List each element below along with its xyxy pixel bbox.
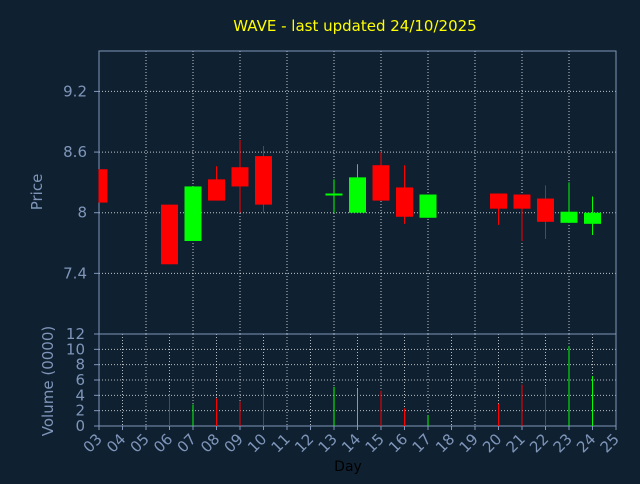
volume-tick-label: 2 [75, 402, 85, 420]
chart-title: WAVE - last updated 24/10/2025 [233, 17, 476, 35]
price-tick-label: 8 [77, 204, 87, 222]
candle-body [231, 167, 249, 187]
candle-body [419, 194, 437, 218]
candle-body [372, 165, 390, 201]
price-axis-label: Price [28, 174, 46, 211]
candle-body [349, 177, 366, 213]
candle-body [184, 186, 202, 242]
volume-tick-label: 4 [75, 386, 85, 404]
price-panel: 7.4 8 8.6 9.2 [63, 50, 617, 335]
candle-body [255, 156, 272, 205]
volume-tick-label: 8 [75, 356, 85, 374]
candle-body [537, 198, 554, 222]
candle-body [490, 193, 507, 209]
price-tick-label: 8.6 [63, 143, 87, 161]
candle-body [513, 194, 531, 209]
candle-body [560, 211, 578, 223]
day-axis-label: Day [334, 459, 362, 475]
volume-axis-label: Volume (0000) [39, 326, 57, 436]
candle-body [161, 204, 178, 265]
candle-body [208, 179, 225, 201]
volume-tick-label: 12 [66, 325, 85, 343]
candle-body [99, 169, 108, 203]
price-tick-label: 7.4 [63, 264, 87, 282]
volume-tick-label: 10 [66, 340, 85, 358]
candle-body [396, 187, 413, 217]
volume-tick-label: 0 [75, 417, 85, 435]
price-tick-label: 9.2 [63, 82, 87, 100]
volume-tick-label: 6 [75, 371, 85, 389]
candle-body [584, 212, 601, 224]
